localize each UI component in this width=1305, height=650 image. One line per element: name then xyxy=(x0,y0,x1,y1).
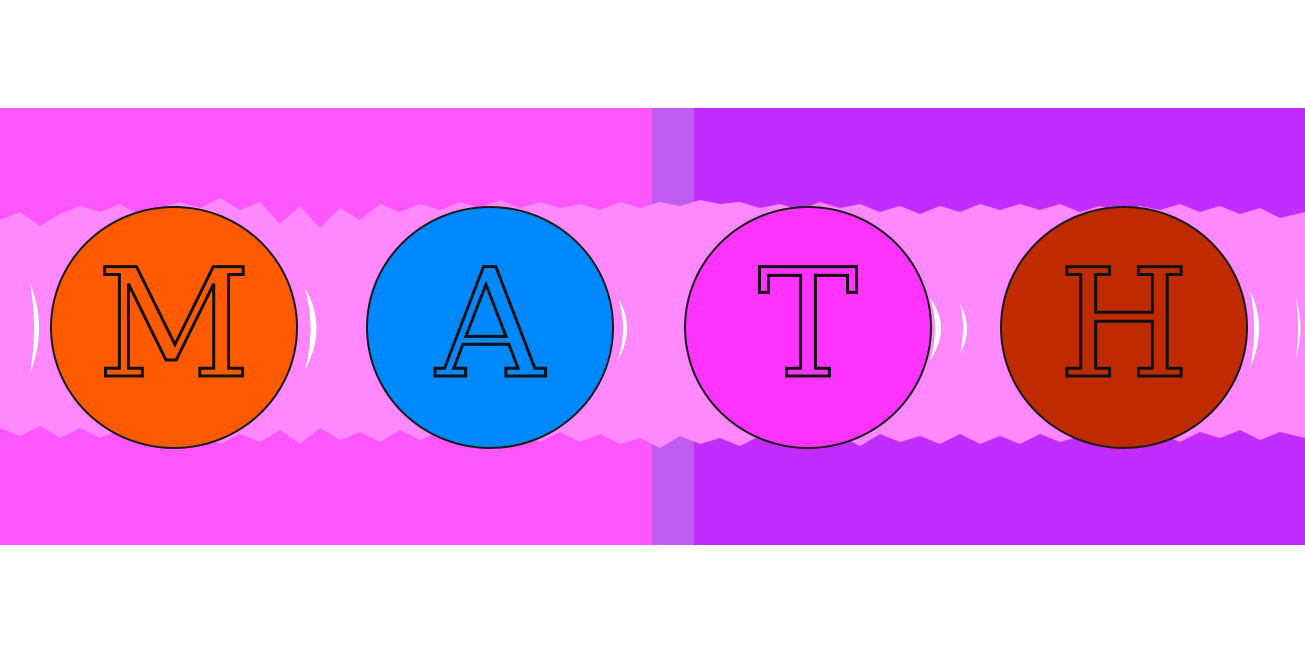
letter-a: A xyxy=(434,237,545,412)
letter-tile-h: H xyxy=(1000,206,1248,449)
wavy-band xyxy=(0,198,1305,448)
letter-t: T xyxy=(756,237,859,412)
letter-tile-m: M xyxy=(50,206,298,449)
math-banner: M A T H xyxy=(0,108,1305,545)
letter-m: M xyxy=(96,237,253,412)
glow-highlights xyxy=(30,283,1301,373)
letter-tile-t: T xyxy=(684,206,932,449)
letter-h: H xyxy=(1057,237,1191,412)
band-shape xyxy=(0,198,1305,448)
letter-tile-a: A xyxy=(366,206,614,449)
